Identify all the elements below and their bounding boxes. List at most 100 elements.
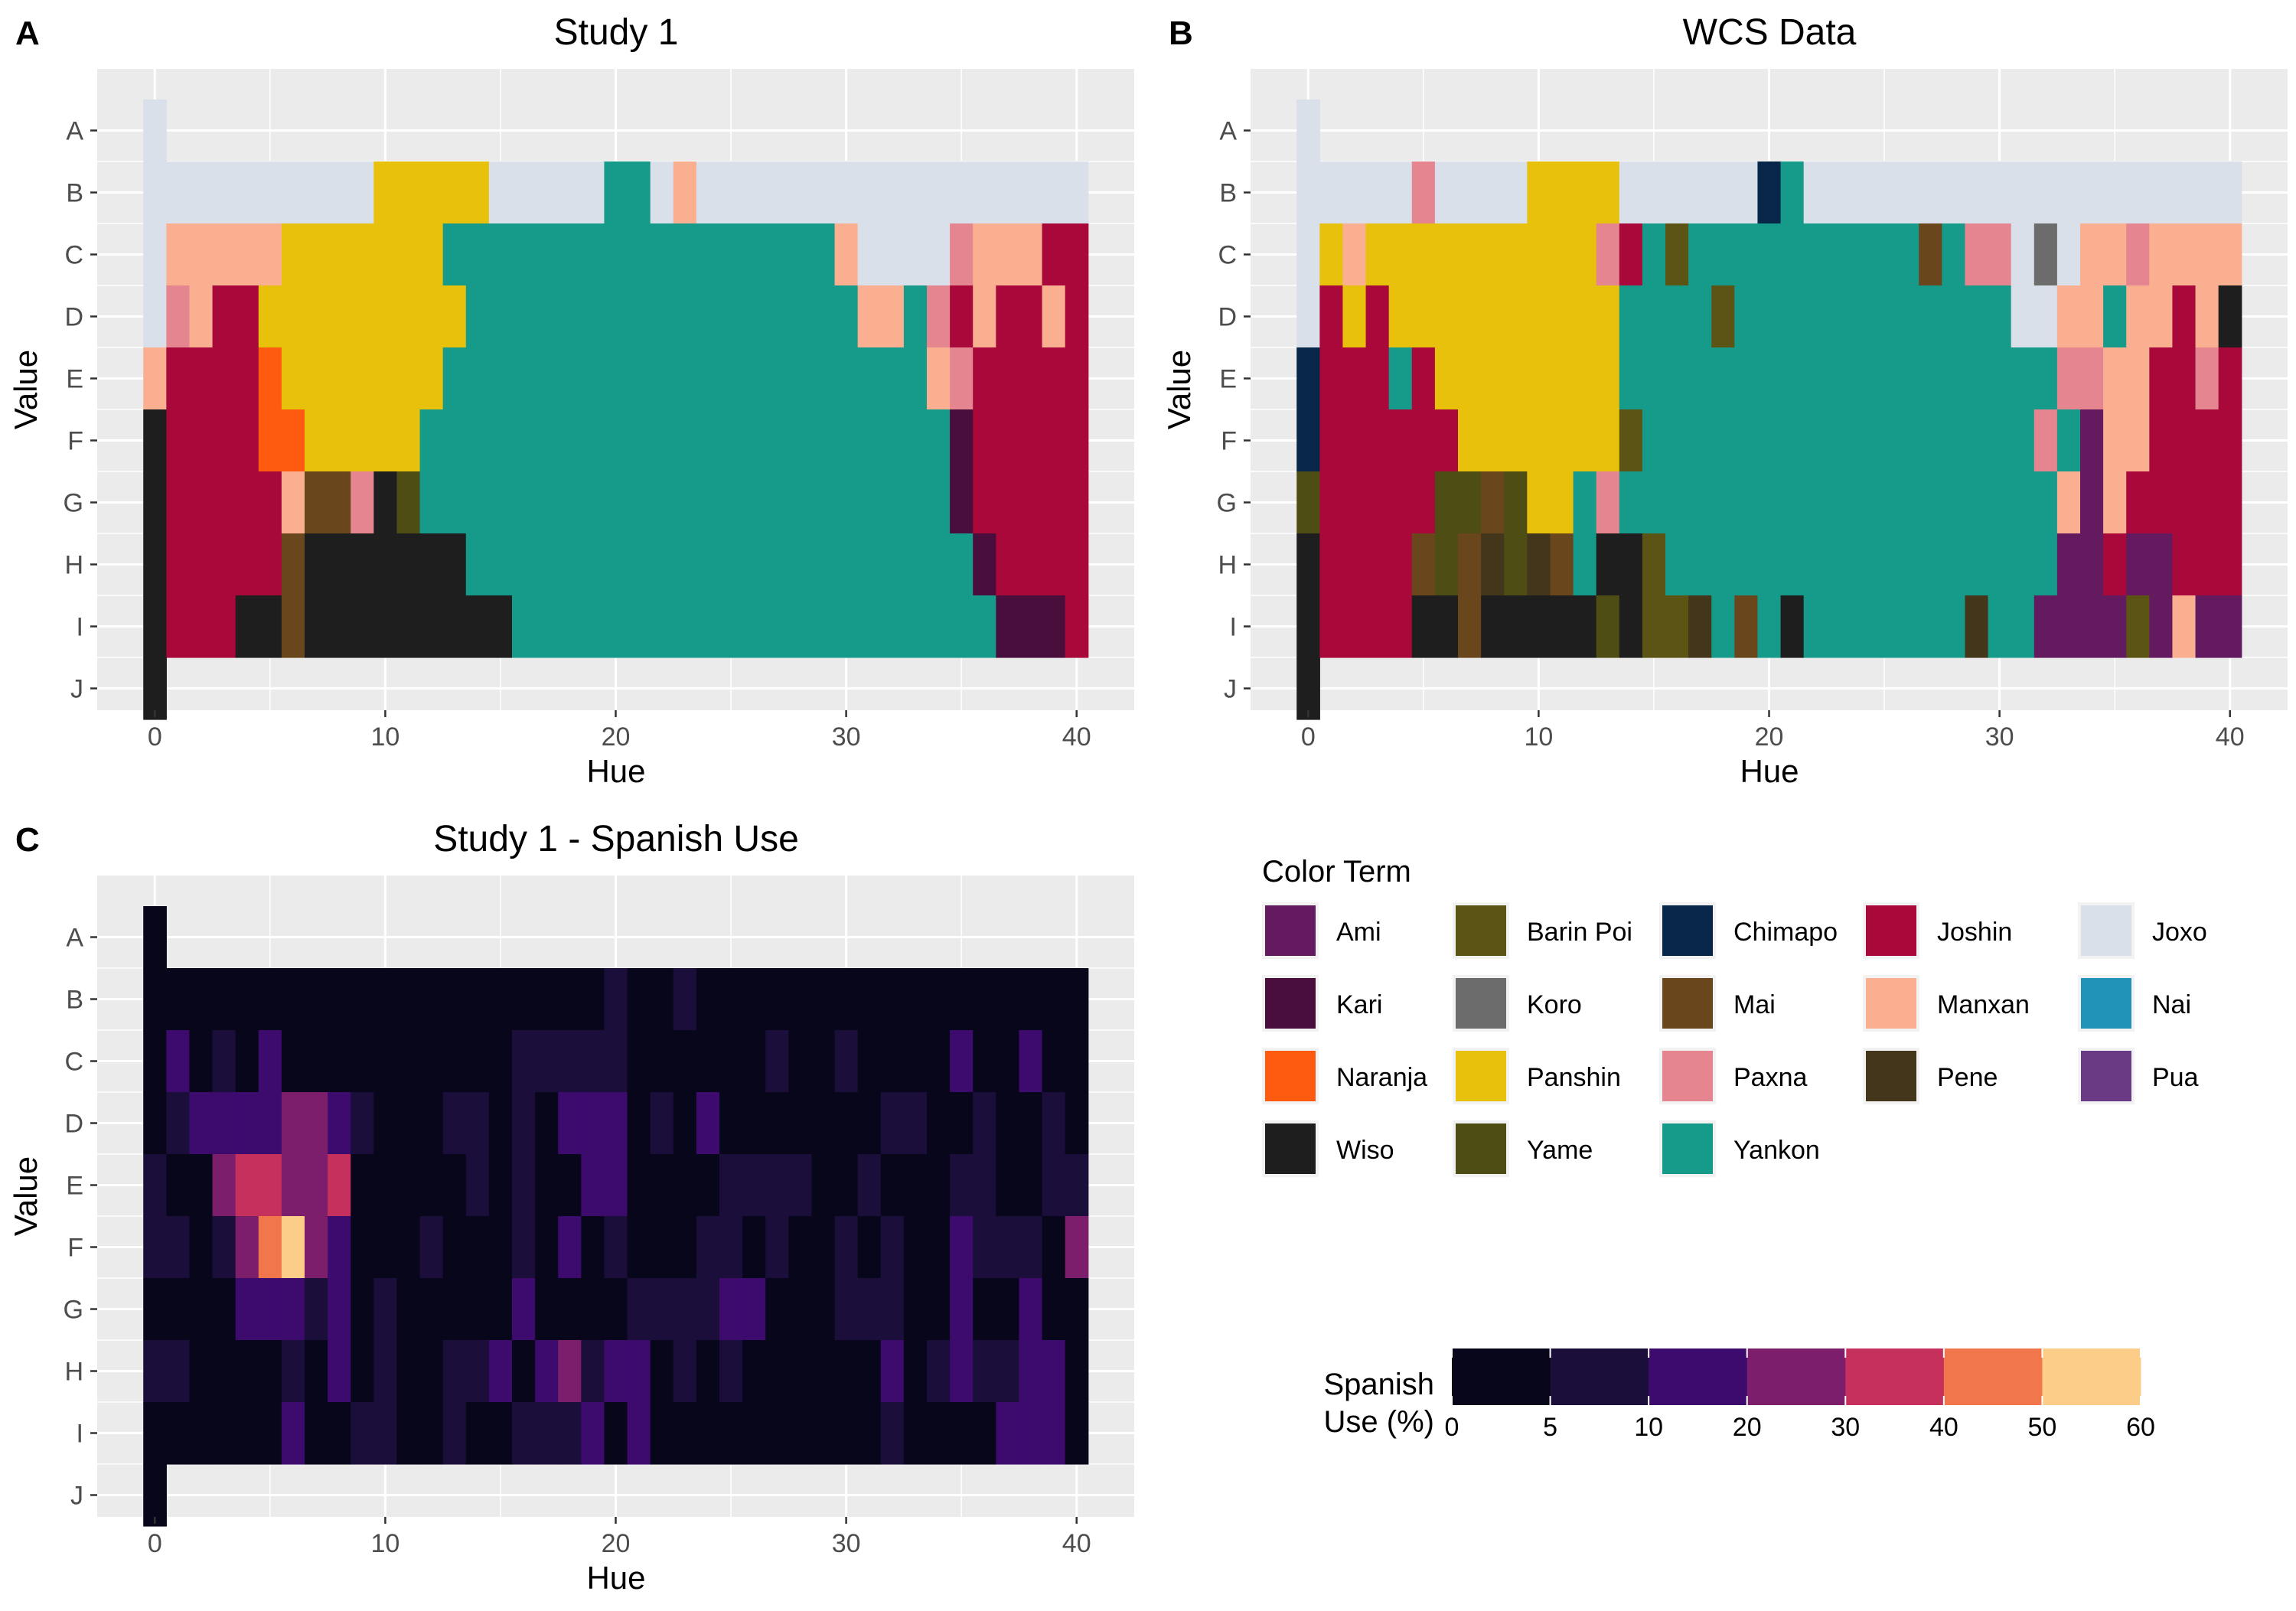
- panel-c-x-tick-label: 0: [148, 1529, 162, 1558]
- panel-c-cell: [189, 1278, 214, 1341]
- panel-c-cell: [558, 1402, 582, 1465]
- panel-c-cell: [189, 1154, 214, 1217]
- panel-c-cell: [811, 1030, 836, 1093]
- panel-c-cell: [581, 1278, 605, 1341]
- panel-c-cell: [465, 968, 490, 1031]
- panel-c-cell: [189, 968, 214, 1031]
- panel-c-cell: [973, 1340, 996, 1403]
- panel-a-cell-wiso: [373, 471, 398, 534]
- panel-b-cell-joshin: [2103, 533, 2127, 596]
- panel-b-cell-joxo: [1296, 285, 1320, 348]
- panel-b-x-tick-label: 40: [2216, 722, 2245, 752]
- panel-b-cell-barin-poi: [1642, 533, 1666, 596]
- legend-label: Nai: [2152, 990, 2191, 1019]
- panel-c-cell: [373, 1092, 398, 1155]
- panel-c-cell: [996, 1030, 1020, 1093]
- panel-c-cell: [1019, 968, 1043, 1031]
- panel-c-cell: [328, 1278, 351, 1341]
- panel-a-cell-yankon: [604, 161, 651, 224]
- legend-label: Naranja: [1336, 1063, 1427, 1092]
- panel-c-cell: [465, 1154, 490, 1217]
- panel-c-cell: [650, 1340, 674, 1403]
- panel-b-y-tick-label: I: [1230, 613, 1237, 642]
- legend-swatch-mai: [1662, 978, 1713, 1029]
- panel-label-c: C: [15, 821, 40, 859]
- panel-c-cell: [235, 1092, 259, 1155]
- panel-a-cell-joshin: [950, 285, 974, 348]
- panel-a-cell-manxan: [973, 223, 1043, 286]
- panel-c-cell: [673, 1402, 697, 1465]
- colorbar-bin: [1550, 1348, 1649, 1405]
- panel-c-cell: [1065, 1030, 1089, 1093]
- panel-c-cell: [927, 1030, 951, 1093]
- panel-c-cell: [258, 968, 282, 1031]
- panel-c-cell: [1065, 1216, 1089, 1279]
- panel-c-cell: [258, 1402, 282, 1465]
- panel-c-cell: [396, 1278, 421, 1341]
- panel-a-y-tick-label: F: [67, 427, 83, 456]
- panel-c-cell: [166, 1092, 191, 1155]
- panel-b-cell-panshin: [1319, 223, 1344, 286]
- panel-b-cell-joshin: [1319, 533, 1413, 596]
- colorbar-bin: [1452, 1348, 1551, 1405]
- legend-label: Wiso: [1336, 1136, 1394, 1165]
- panel-c-cell: [305, 1030, 328, 1093]
- panel-b-cell-panshin: [1527, 161, 1620, 224]
- panel-c-cell: [857, 1402, 882, 1465]
- panel-a-cell-joshin: [973, 471, 1089, 534]
- panel-c-axes: 0 10 20 30 40 A B C D E F G H I J: [64, 924, 1091, 1559]
- panel-c-x-tick-label: 20: [602, 1529, 631, 1558]
- legend-label: Ami: [1336, 918, 1381, 947]
- panel-a-y-tick-label: G: [64, 489, 83, 518]
- panel-b-cell-joxo: [2011, 223, 2035, 286]
- panel-b-chart: 0 10 20 30 40 A B C D E F G H I J: [1217, 69, 2288, 752]
- panel-c-cell: [996, 1340, 1020, 1403]
- panel-b-title: WCS Data: [1683, 12, 1857, 53]
- panel-a-cell-kari: [996, 595, 1066, 658]
- colorbar-tick-label: 20: [1733, 1413, 1762, 1442]
- panel-c-cell: [419, 968, 444, 1031]
- panel-c-cell: [166, 968, 191, 1031]
- panel-c-cell: [927, 968, 951, 1031]
- panel-c-cell: [373, 1030, 398, 1093]
- panel-b-cell-manxan: [2149, 223, 2242, 286]
- panel-c-cell: [973, 1030, 996, 1093]
- panel-c-cell: [235, 1216, 259, 1279]
- panel-c-cell: [834, 1402, 859, 1465]
- panel-b-cell-wiso: [1296, 595, 1320, 658]
- panel-a-cell-paxna: [166, 285, 191, 348]
- panel-c-cell: [788, 1402, 813, 1465]
- panel-c-cell: [996, 1278, 1020, 1341]
- panel-c-cell: [719, 968, 743, 1031]
- panel-c-cell: [488, 1092, 513, 1155]
- panel-c-cell: [834, 1092, 859, 1155]
- panel-c-cell: [212, 1402, 236, 1465]
- colorbar-tick-label: 0: [1445, 1413, 1459, 1442]
- panel-a-y-tick-label: D: [64, 303, 83, 332]
- colorbar-bin: [1943, 1348, 2043, 1405]
- panel-c-cell: [1065, 1402, 1089, 1465]
- panel-b-cell-panshin: [1342, 285, 1367, 348]
- panel-b-cell-manxan: [1342, 223, 1367, 286]
- panel-c-cell: [996, 1216, 1020, 1279]
- panel-b-cell-yankon: [2056, 409, 2081, 472]
- panel-c-cell: [512, 1092, 536, 1155]
- panel-c-cell: [650, 1402, 674, 1465]
- panel-a-y-axis-label: Value: [8, 350, 44, 429]
- panel-c-cell: [996, 1402, 1020, 1465]
- panel-c-cell: [950, 1402, 974, 1465]
- legend-label: Chimapo: [1733, 918, 1838, 947]
- panel-b-cell-chimapo: [1296, 409, 1320, 472]
- panel-c-cell: [465, 1402, 490, 1465]
- legend-swatch-manxan: [1866, 978, 1916, 1029]
- panel-c-cell: [581, 968, 605, 1031]
- panel-c-cell: [696, 1154, 720, 1217]
- legend-swatch-yame: [1456, 1123, 1506, 1174]
- panel-c-cell: [834, 1154, 859, 1217]
- panel-c-cell: [581, 1340, 605, 1403]
- colorbar-tick-label: 40: [1929, 1413, 1958, 1442]
- panel-c-cell: [1042, 1340, 1066, 1403]
- legend-label: Yame: [1527, 1136, 1593, 1165]
- panel-a-cell-yankon: [419, 471, 951, 534]
